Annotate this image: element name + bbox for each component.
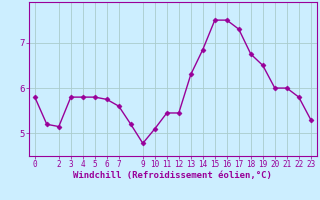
X-axis label: Windchill (Refroidissement éolien,°C): Windchill (Refroidissement éolien,°C) [73,171,272,180]
